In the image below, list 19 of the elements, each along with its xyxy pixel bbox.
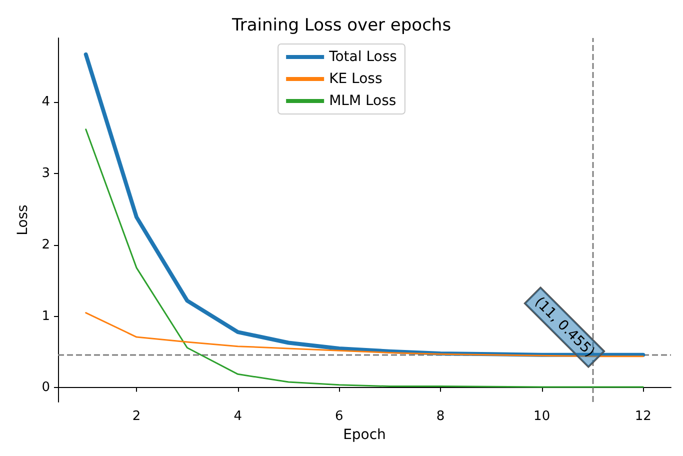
line-series	[85, 128, 644, 388]
y-tick-label: 1	[42, 308, 50, 324]
legend-label: MLM Loss	[329, 93, 396, 109]
x-tick-label: 2	[132, 409, 141, 424]
chart-title: Training Loss over epochs	[230, 16, 452, 36]
x-axis-title: Epoch	[343, 427, 386, 443]
legend-label: KE Loss	[329, 71, 382, 87]
x-tick-label: 12	[634, 409, 652, 424]
x-tick-label: 4	[234, 409, 242, 424]
legend-label: Total Loss	[328, 49, 397, 65]
y-tick-label: 3	[42, 166, 50, 182]
y-tick-label: 0	[42, 380, 50, 396]
y-tick-label: 4	[42, 94, 50, 110]
x-tick-label: 10	[534, 409, 550, 424]
x-tick-label: 6	[335, 409, 344, 424]
x-tick-label: 8	[436, 409, 445, 424]
line-series	[84, 52, 646, 357]
y-tick-label: 2	[42, 237, 50, 252]
y-axis-title: Loss	[15, 204, 31, 236]
